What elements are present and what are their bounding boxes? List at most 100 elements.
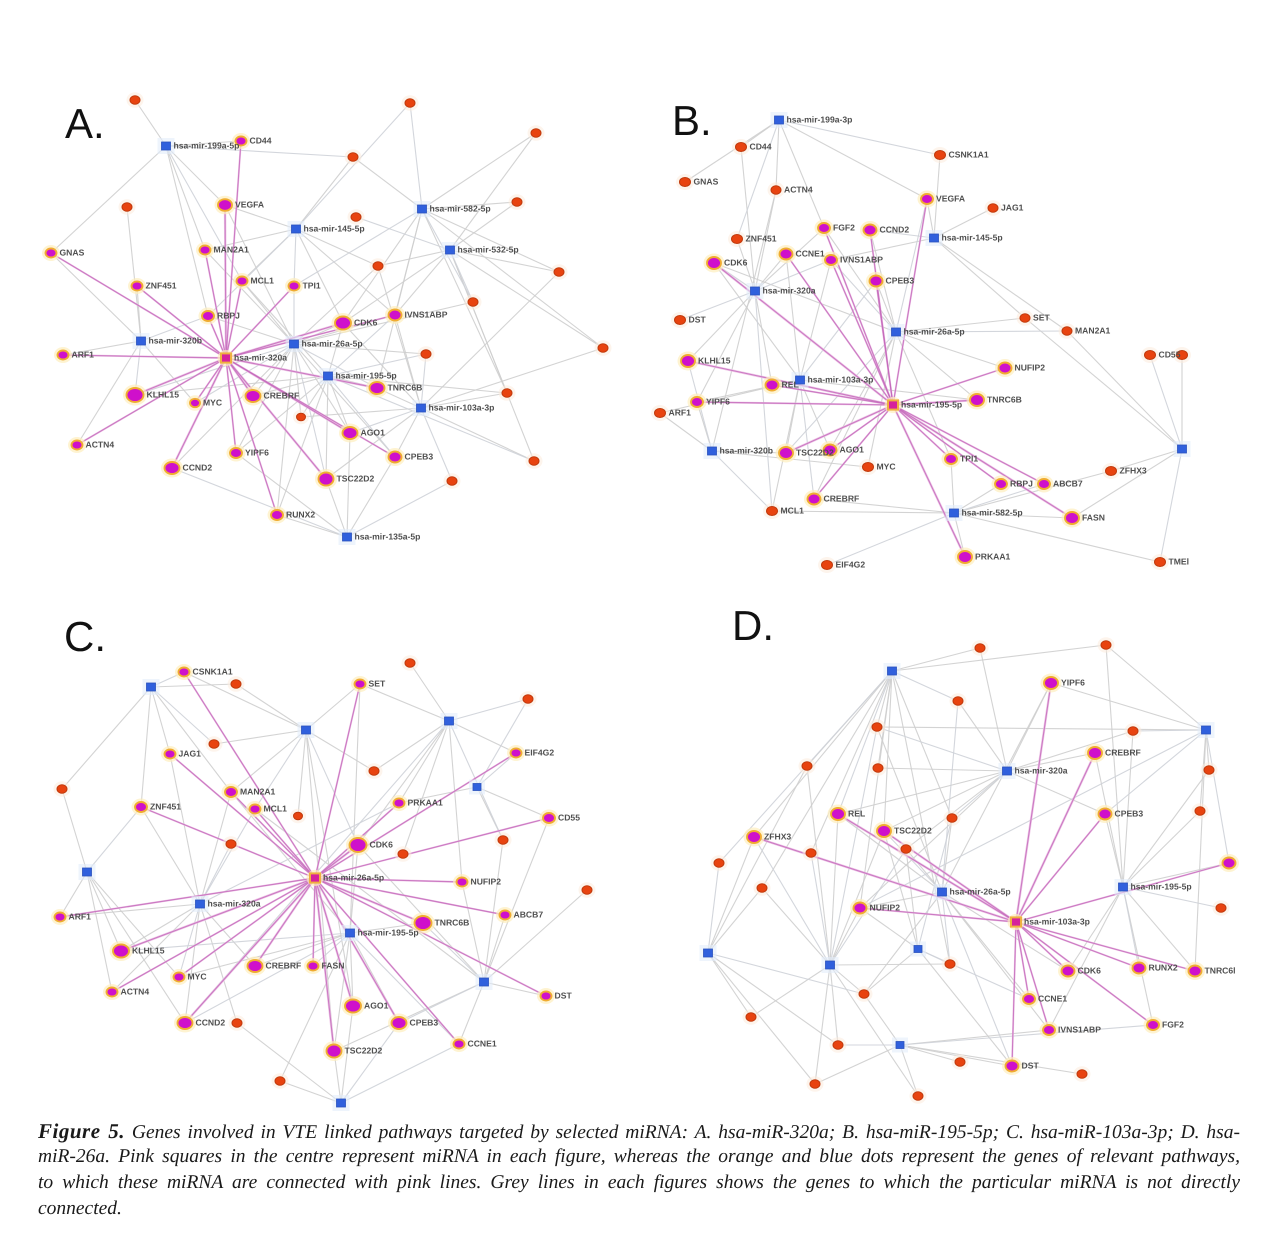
svg-text:KLHL15: KLHL15 xyxy=(132,946,165,956)
svg-text:CDK6: CDK6 xyxy=(370,840,394,850)
svg-text:hsa-mir-320b: hsa-mir-320b xyxy=(720,446,774,456)
svg-text:TPI1: TPI1 xyxy=(303,281,321,291)
svg-text:NUFIP2: NUFIP2 xyxy=(1015,363,1046,373)
svg-text:YIPF6: YIPF6 xyxy=(245,448,269,458)
svg-text:hsa-mir-103a-3p: hsa-mir-103a-3p xyxy=(808,375,874,385)
svg-text:B.: B. xyxy=(672,97,712,144)
svg-text:ZNF451: ZNF451 xyxy=(146,281,177,291)
svg-text:MYC: MYC xyxy=(188,972,207,982)
svg-text:YIPF6: YIPF6 xyxy=(1061,678,1085,688)
svg-text:hsa-mir-199a-3p: hsa-mir-199a-3p xyxy=(787,115,853,125)
svg-text:CD44: CD44 xyxy=(750,142,772,152)
svg-text:CPEB3: CPEB3 xyxy=(405,452,434,462)
svg-text:ACTN4: ACTN4 xyxy=(784,185,813,195)
svg-text:hsa-mir-103a-3p: hsa-mir-103a-3p xyxy=(429,403,495,413)
svg-text:TPI1: TPI1 xyxy=(960,454,978,464)
svg-text:hsa-mir-320a: hsa-mir-320a xyxy=(234,353,287,363)
svg-text:FASN: FASN xyxy=(1082,513,1105,523)
svg-text:DST: DST xyxy=(689,315,707,325)
svg-text:CREBRF: CREBRF xyxy=(266,961,302,971)
svg-text:A.: A. xyxy=(65,100,105,147)
svg-text:NUFIP2: NUFIP2 xyxy=(471,877,502,887)
svg-text:hsa-mir-320a: hsa-mir-320a xyxy=(763,286,816,296)
svg-text:RBPJ: RBPJ xyxy=(1010,479,1033,489)
svg-text:EIF4G2: EIF4G2 xyxy=(525,748,555,758)
svg-text:CCND2: CCND2 xyxy=(196,1018,226,1028)
svg-text:EIF4G2: EIF4G2 xyxy=(836,560,866,570)
svg-text:CCND2: CCND2 xyxy=(880,225,910,235)
svg-text:hsa-mir-320a: hsa-mir-320a xyxy=(1015,766,1068,776)
svg-text:KLHL15: KLHL15 xyxy=(147,390,180,400)
svg-text:TSC22D2: TSC22D2 xyxy=(337,474,375,484)
svg-text:JAG1: JAG1 xyxy=(179,749,202,759)
svg-text:SET: SET xyxy=(369,679,386,689)
svg-text:FASN: FASN xyxy=(322,961,345,971)
svg-text:IVNS1ABP: IVNS1ABP xyxy=(405,310,448,320)
svg-text:C.: C. xyxy=(64,613,106,660)
svg-text:REL: REL xyxy=(782,380,799,390)
svg-text:CDK6: CDK6 xyxy=(1078,966,1102,976)
svg-text:FGF2: FGF2 xyxy=(833,223,855,233)
svg-text:CPEB3: CPEB3 xyxy=(1115,809,1144,819)
svg-text:MCL1: MCL1 xyxy=(264,804,288,814)
svg-text:CSNK1A1: CSNK1A1 xyxy=(193,667,233,677)
svg-text:JAG1: JAG1 xyxy=(1001,203,1024,213)
svg-text:hsa-mir-103a-3p: hsa-mir-103a-3p xyxy=(1024,917,1090,927)
svg-text:CDK6: CDK6 xyxy=(724,258,748,268)
svg-text:RUNX2: RUNX2 xyxy=(1149,963,1178,973)
svg-text:FGF2: FGF2 xyxy=(1162,1020,1184,1030)
svg-text:CREBRF: CREBRF xyxy=(824,494,860,504)
svg-text:hsa-mir-26a-5p: hsa-mir-26a-5p xyxy=(950,887,1011,897)
svg-text:hsa-mir-199a-5p: hsa-mir-199a-5p xyxy=(174,141,240,151)
svg-text:hsa-mir-26a-5p: hsa-mir-26a-5p xyxy=(302,339,363,349)
svg-text:CSNK1A1: CSNK1A1 xyxy=(949,150,989,160)
svg-text:MAN2A1: MAN2A1 xyxy=(240,787,276,797)
svg-text:GNAS: GNAS xyxy=(60,248,85,258)
svg-text:ACTN4: ACTN4 xyxy=(86,440,115,450)
svg-text:ABCB7: ABCB7 xyxy=(514,910,544,920)
svg-text:MCL1: MCL1 xyxy=(251,276,275,286)
svg-text:CCNE1: CCNE1 xyxy=(1038,994,1067,1004)
svg-text:AGO1: AGO1 xyxy=(364,1001,389,1011)
svg-text:hsa-mir-26a-5p: hsa-mir-26a-5p xyxy=(904,327,965,337)
svg-text:hsa-mir-145-5p: hsa-mir-145-5p xyxy=(304,224,365,234)
svg-text:MAN2A1: MAN2A1 xyxy=(214,245,250,255)
svg-text:CD55: CD55 xyxy=(558,813,580,823)
svg-text:AGO1: AGO1 xyxy=(361,428,386,438)
svg-text:TMEl: TMEl xyxy=(1169,557,1190,567)
svg-text:MYC: MYC xyxy=(203,398,222,408)
svg-text:TSC22D2: TSC22D2 xyxy=(894,826,932,836)
svg-text:RBPJ: RBPJ xyxy=(217,311,240,321)
svg-text:TSC22D2: TSC22D2 xyxy=(345,1046,383,1056)
svg-text:GNAS: GNAS xyxy=(694,177,719,187)
svg-text:ARF1: ARF1 xyxy=(669,408,692,418)
svg-text:IVNS1ABP: IVNS1ABP xyxy=(1058,1025,1101,1035)
svg-text:TNRC6B: TNRC6B xyxy=(388,383,423,393)
svg-text:hsa-mir-195-5p: hsa-mir-195-5p xyxy=(901,400,962,410)
svg-text:KLHL15: KLHL15 xyxy=(698,356,731,366)
svg-text:PRKAA1: PRKAA1 xyxy=(975,552,1011,562)
svg-text:TNRC6B: TNRC6B xyxy=(435,918,470,928)
svg-text:CREBRF: CREBRF xyxy=(264,391,300,401)
svg-text:hsa-mir-195-5p: hsa-mir-195-5p xyxy=(358,928,419,938)
svg-text:hsa-mir-582-5p: hsa-mir-582-5p xyxy=(962,508,1023,518)
svg-text:CCNE1: CCNE1 xyxy=(796,249,825,259)
svg-text:ZFHX3: ZFHX3 xyxy=(764,832,791,842)
svg-text:TNRC6l: TNRC6l xyxy=(1205,966,1236,976)
svg-text:ZNF451: ZNF451 xyxy=(150,802,181,812)
svg-text:CCND2: CCND2 xyxy=(183,463,213,473)
svg-text:DST: DST xyxy=(555,991,573,1001)
svg-text:hsa-mir-320b: hsa-mir-320b xyxy=(149,336,203,346)
svg-text:hsa-mir-320a: hsa-mir-320a xyxy=(208,899,261,909)
svg-text:hsa-mir-135a-5p: hsa-mir-135a-5p xyxy=(355,532,421,542)
svg-text:CPEB3: CPEB3 xyxy=(886,276,915,286)
svg-text:hsa-mir-582-5p: hsa-mir-582-5p xyxy=(430,204,491,214)
svg-text:SET: SET xyxy=(1033,313,1050,323)
svg-text:hsa-mir-195-5p: hsa-mir-195-5p xyxy=(1131,882,1192,892)
svg-text:hsa-mir-532-5p: hsa-mir-532-5p xyxy=(458,245,519,255)
svg-text:hsa-mir-145-5p: hsa-mir-145-5p xyxy=(942,233,1003,243)
svg-text:VEGFA: VEGFA xyxy=(936,194,965,204)
svg-text:CDK6: CDK6 xyxy=(354,318,378,328)
svg-text:VEGFA: VEGFA xyxy=(235,200,264,210)
svg-text:IVNS1ABP: IVNS1ABP xyxy=(840,255,883,265)
